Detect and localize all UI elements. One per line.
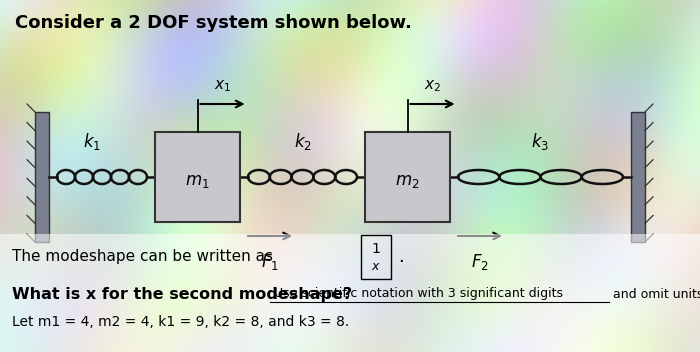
Bar <box>365 132 450 222</box>
Text: $k_1$: $k_1$ <box>83 131 101 152</box>
Text: and omit units.: and omit units. <box>609 288 700 301</box>
Text: Consider a 2 DOF system shown below.: Consider a 2 DOF system shown below. <box>15 14 412 32</box>
Text: $F_1$: $F_1$ <box>261 252 279 272</box>
Text: $m_1$: $m_1$ <box>186 172 210 190</box>
Text: $k_2$: $k_2$ <box>293 131 312 152</box>
Text: Use scientific notation with 3 significant digits: Use scientific notation with 3 significa… <box>270 288 563 301</box>
Bar <box>35 112 49 242</box>
Bar <box>0 234 700 352</box>
Text: $k_3$: $k_3$ <box>531 131 550 152</box>
Text: The modeshape can be written as: The modeshape can be written as <box>12 250 273 264</box>
Text: $m_2$: $m_2$ <box>395 172 420 190</box>
Text: $x$: $x$ <box>371 260 381 274</box>
Text: 1: 1 <box>372 242 380 256</box>
Text: $F_2$: $F_2$ <box>471 252 489 272</box>
Bar <box>631 112 645 242</box>
Bar <box>155 132 240 222</box>
Text: .: . <box>398 248 404 266</box>
Text: $x_2$: $x_2$ <box>424 78 441 94</box>
Text: Let m1 = 4, m2 = 4, k1 = 9, k2 = 8, and k3 = 8.: Let m1 = 4, m2 = 4, k1 = 9, k2 = 8, and … <box>12 315 349 329</box>
Text: $x_1$: $x_1$ <box>214 78 231 94</box>
Text: What is x for the second modeshape?: What is x for the second modeshape? <box>12 287 352 302</box>
